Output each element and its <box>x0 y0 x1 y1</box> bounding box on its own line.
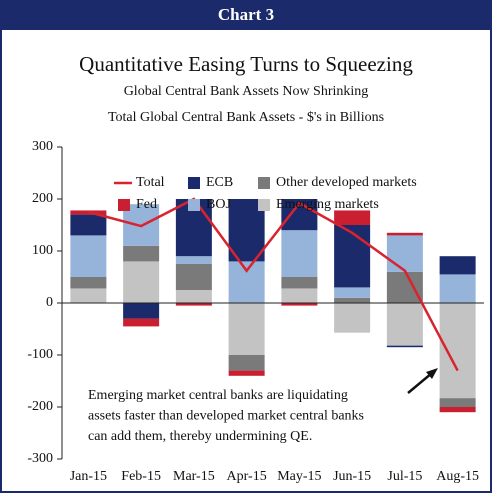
bar-segment <box>334 225 371 288</box>
annotation: Emerging market central banks are liquid… <box>88 388 348 403</box>
header: Chart 3 <box>218 5 274 24</box>
bar-segment <box>228 303 265 355</box>
bar-segment <box>386 303 423 346</box>
bar-segment <box>228 370 265 376</box>
x-tick-label: Jan-15 <box>70 469 107 484</box>
bar-segment <box>386 232 423 236</box>
bar-segment <box>175 264 212 290</box>
legend-swatch <box>118 199 130 211</box>
y-tick-label: -200 <box>27 399 53 414</box>
x-tick-label: Feb-15 <box>121 469 161 484</box>
legend-swatch <box>188 177 200 189</box>
annotation-arrow <box>407 372 433 394</box>
bar-segment <box>334 297 371 303</box>
bar-segment <box>439 398 476 407</box>
bar-segment <box>123 245 160 262</box>
bar-segment <box>281 277 318 289</box>
bar-segment <box>386 235 423 272</box>
x-tick-label: Jun-15 <box>333 469 371 484</box>
y-tick-label: 0 <box>46 295 53 310</box>
subtitle: Total Global Central Bank Assets - $'s i… <box>108 110 384 125</box>
bar-segment <box>439 274 476 303</box>
y-tick-label: -300 <box>27 451 53 466</box>
bar-segment <box>334 210 371 225</box>
legend-label: Other developed markets <box>276 175 417 190</box>
bar-segment <box>70 288 107 303</box>
x-tick-label: Mar-15 <box>173 469 215 484</box>
bar-segment <box>386 271 423 303</box>
bar-segment <box>439 256 476 275</box>
y-tick-label: 300 <box>32 139 53 154</box>
bar-segment <box>70 214 107 236</box>
bar-segment <box>175 303 212 306</box>
subtitle: Global Central Bank Assets Now Shrinking <box>124 84 369 99</box>
legend-swatch <box>258 199 270 211</box>
bar-segment <box>70 235 107 277</box>
x-tick-label: Aug-15 <box>436 469 479 484</box>
bar-segment <box>123 318 160 327</box>
legend-swatch <box>188 199 200 211</box>
bar-segment <box>175 290 212 303</box>
legend-label: Fed <box>136 197 157 212</box>
legend-label: ECB <box>206 175 233 190</box>
bar-segment <box>334 303 371 333</box>
legend-label: BOJ <box>206 197 231 212</box>
total-line <box>88 197 459 372</box>
bar-segment <box>439 303 476 399</box>
bar-segment <box>228 355 265 371</box>
bar-segment <box>70 277 107 289</box>
bar-segment <box>123 261 160 303</box>
legend-label: Emerging markets <box>276 197 379 212</box>
arrow-head <box>426 368 438 379</box>
bar-segment <box>386 345 423 348</box>
bar-segment <box>123 303 160 319</box>
x-tick-label: Jul-15 <box>387 469 422 484</box>
legend-swatch <box>258 177 270 189</box>
header-band <box>0 0 492 30</box>
y-tick-label: 100 <box>32 243 53 258</box>
x-tick-label: Apr-15 <box>227 469 267 484</box>
annotation: assets faster than developed market cent… <box>88 409 364 424</box>
y-tick-label: -100 <box>27 347 53 362</box>
x-tick-label: May-15 <box>277 469 321 484</box>
bar-segment <box>175 256 212 264</box>
bar-segment <box>281 230 318 277</box>
bar-segment <box>228 261 265 303</box>
bar-segment <box>281 288 318 303</box>
chart-title: Quantitative Easing Turns to Squeezing <box>79 52 413 76</box>
legend-label: Total <box>136 175 165 190</box>
bar-segment <box>281 303 318 306</box>
bar-segment <box>334 287 371 298</box>
annotation: can add them, thereby undermining QE. <box>88 429 312 444</box>
bar-segment <box>439 407 476 413</box>
y-tick-label: 200 <box>32 191 53 206</box>
